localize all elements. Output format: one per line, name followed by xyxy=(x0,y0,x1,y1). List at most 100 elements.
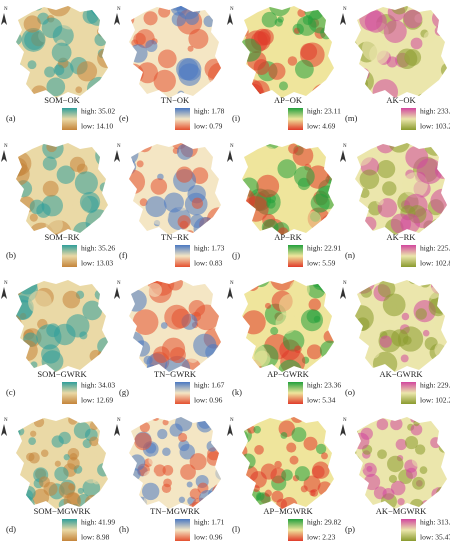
north-label: N xyxy=(117,7,121,12)
method-label: AK−RK xyxy=(387,232,417,242)
north-label: N xyxy=(230,7,234,12)
north-arrow xyxy=(227,287,233,299)
panel-letter: (g) xyxy=(119,387,129,397)
legend-low: low: 102.88 xyxy=(420,259,450,268)
panel: N TN−OK (e) high: 1.78 low: 0.79 xyxy=(114,6,225,131)
panel: N TN−RK (f) high: 1.73 low: 0.83 xyxy=(114,143,225,268)
legend-high: high: 313.04 xyxy=(420,518,450,527)
north-label: N xyxy=(117,281,121,286)
north-arrow xyxy=(114,424,120,436)
method-label: AP−RK xyxy=(274,232,302,242)
map xyxy=(355,280,447,372)
panel: N SOM−OK (a) high: 35.02 low: 14.10 xyxy=(1,6,115,131)
panel-letter: (j) xyxy=(232,250,240,260)
legend-high: high: 22.91 xyxy=(307,244,341,253)
map xyxy=(129,143,221,235)
north-label: N xyxy=(117,418,121,423)
north-arrow xyxy=(114,150,120,162)
panel: N AP−GWRK (k) high: 23.36 low: 5.34 xyxy=(227,280,341,405)
legend-low: low: 14.10 xyxy=(81,122,113,131)
panel-letter: (c) xyxy=(6,387,16,397)
map xyxy=(242,6,334,98)
legend-swatch xyxy=(175,382,190,404)
north-label: N xyxy=(343,144,347,149)
north-label: N xyxy=(343,281,347,286)
legend-high: high: 35.26 xyxy=(81,244,115,253)
north-label: N xyxy=(4,144,8,149)
method-label: AK−MGWRK xyxy=(376,506,427,516)
north-label: N xyxy=(343,7,347,12)
legend-low: low: 5.34 xyxy=(307,396,336,405)
legend-low: low: 102.27 xyxy=(420,396,450,405)
north-label: N xyxy=(230,144,234,149)
north-arrow xyxy=(1,13,7,25)
method-label: SOM−MGWRK xyxy=(34,506,92,516)
legend-high: high: 229.9 xyxy=(420,381,450,390)
method-label: TN−OK xyxy=(161,95,190,105)
legend-high: high: 1.73 xyxy=(194,244,225,253)
north-label: N xyxy=(230,418,234,423)
legend-swatch xyxy=(288,519,303,541)
method-label: SOM−RK xyxy=(44,232,80,242)
legend-high: high: 23.11 xyxy=(307,107,341,116)
north-label: N xyxy=(4,281,8,286)
north-arrow xyxy=(114,13,120,25)
legend-swatch xyxy=(288,245,303,267)
panel-letter: (m) xyxy=(345,113,357,123)
method-label: AK−OK xyxy=(386,95,416,105)
method-label: AK−GWRK xyxy=(379,369,423,379)
panel-letter: (d) xyxy=(6,524,16,534)
panel-letter: (l) xyxy=(232,524,240,534)
legend-high: high: 35.02 xyxy=(81,107,115,116)
panel-letter: (f) xyxy=(119,250,128,260)
panel: N AP−RK (j) high: 22.91 low: 5.59 xyxy=(227,143,341,268)
panel: N TN−GWRK (g) high: 1.67 low: 0.96 xyxy=(114,280,225,405)
north-label: N xyxy=(117,144,121,149)
north-arrow xyxy=(1,150,7,162)
north-arrow xyxy=(227,424,233,436)
legend-swatch xyxy=(62,382,77,404)
map xyxy=(129,417,221,509)
map xyxy=(355,6,447,98)
legend-low: low: 0.79 xyxy=(194,122,223,131)
panel: N AK−MGWRK (p) high: 313.04 low: 35.47 xyxy=(340,417,450,542)
legend-low: low: 0.96 xyxy=(194,396,223,405)
panel-letter: (h) xyxy=(119,524,129,534)
legend-swatch xyxy=(62,108,77,130)
map xyxy=(16,280,108,372)
map xyxy=(355,417,447,509)
north-arrow xyxy=(340,150,346,162)
legend-swatch xyxy=(401,382,416,404)
panel: N SOM−GWRK (c) high: 34.03 low: 12.69 xyxy=(1,280,115,405)
panel: N AP−MGWRK (l) high: 29.82 low: 2.23 xyxy=(227,417,341,542)
map xyxy=(242,417,334,509)
north-arrow xyxy=(1,424,7,436)
legend-low: low: 8.98 xyxy=(81,533,110,542)
panel: N TN−MGWRK (h) high: 1.71 low: 0.96 xyxy=(114,417,225,542)
panel-letter: (o) xyxy=(345,387,355,397)
north-arrow xyxy=(340,424,346,436)
legend-low: low: 0.96 xyxy=(194,533,223,542)
north-arrow xyxy=(340,13,346,25)
panel-letter: (n) xyxy=(345,250,355,260)
panel-letter: (p) xyxy=(345,524,355,534)
map xyxy=(355,143,447,235)
north-arrow xyxy=(1,287,7,299)
legend-swatch xyxy=(288,108,303,130)
north-arrow xyxy=(227,13,233,25)
legend-low: low: 13.03 xyxy=(81,259,113,268)
north-label: N xyxy=(4,418,8,423)
legend-swatch xyxy=(62,245,77,267)
legend-high: high: 1.67 xyxy=(194,381,225,390)
method-label: TN−GWRK xyxy=(154,369,197,379)
method-label: SOM−OK xyxy=(44,95,80,105)
legend-swatch xyxy=(175,108,190,130)
panel: N AK−OK (m) high: 233.60 low: 103.23 xyxy=(340,6,450,131)
legend-low: low: 4.69 xyxy=(307,122,336,131)
legend-low: low: 103.23 xyxy=(420,122,450,131)
panel: N AK−RK (n) high: 225.66 low: 102.88 xyxy=(340,143,450,268)
panel-letter: (b) xyxy=(6,250,16,260)
legend-low: low: 5.59 xyxy=(307,259,336,268)
panel-letter: (i) xyxy=(232,113,240,123)
